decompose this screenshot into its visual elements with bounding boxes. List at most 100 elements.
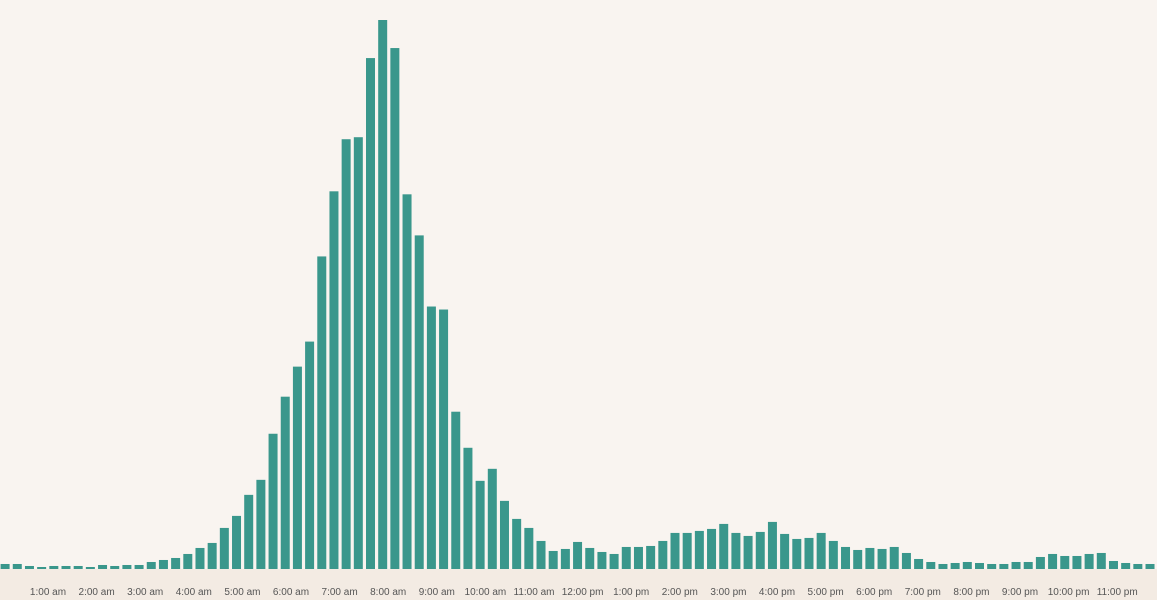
bars-group	[0, 20, 1155, 570]
bar-13	[158, 559, 168, 569]
bar-36	[439, 309, 449, 569]
bar-78	[950, 562, 960, 569]
bar-16	[195, 547, 205, 569]
bar-86	[1048, 553, 1058, 569]
bar-62	[755, 531, 765, 569]
bar-18	[219, 527, 229, 569]
bar-34	[414, 235, 424, 569]
bar-30	[366, 58, 375, 569]
bar-76	[926, 561, 936, 569]
bar-56	[682, 532, 692, 569]
x-tick-label: 8:00 am	[370, 587, 406, 598]
x-tick-label: 5:00 am	[224, 587, 260, 598]
bar-7	[85, 567, 95, 569]
bar-8	[98, 564, 108, 569]
bar-52	[633, 546, 643, 569]
x-axis-band	[0, 569, 1157, 600]
bar-0	[0, 563, 10, 569]
bar-14	[171, 557, 181, 569]
bar-4	[49, 565, 59, 569]
x-tick-label: 10:00 pm	[1048, 587, 1090, 598]
x-tick-label: 11:00 pm	[1097, 587, 1138, 598]
bar-22	[268, 433, 278, 569]
bar-47	[573, 541, 583, 569]
bar-50	[609, 553, 619, 569]
bar-21	[256, 479, 266, 569]
bar-32	[390, 48, 400, 570]
bar-9	[110, 565, 120, 569]
bar-79	[962, 561, 972, 569]
bar-72	[877, 548, 887, 569]
bar-91	[1108, 560, 1118, 569]
x-tick-label: 2:00 am	[79, 587, 115, 598]
x-tick-label: 1:00 pm	[613, 587, 649, 598]
bar-84	[1023, 561, 1033, 569]
bar-3	[37, 567, 47, 569]
x-tick-label: 9:00 pm	[1002, 587, 1038, 598]
bar-90	[1096, 552, 1106, 569]
x-tick-label: 11:00 am	[514, 587, 555, 598]
bar-60	[731, 532, 741, 569]
bar-6	[73, 565, 83, 569]
bar-94	[1145, 563, 1155, 569]
x-tick-label: 10:00 am	[465, 587, 507, 598]
bar-57	[694, 530, 704, 569]
bar-24	[292, 366, 302, 569]
bar-35	[426, 306, 436, 569]
x-tick-label: 3:00 pm	[710, 587, 746, 598]
bar-58	[707, 528, 717, 569]
x-axis-tick-labels: 1:00 am 2:00 am 3:00 am 4:00 am 5:00 am 6:00 …	[30, 587, 1138, 598]
bar-29	[353, 137, 363, 569]
bar-88	[1072, 555, 1082, 569]
x-tick-label: 7:00 pm	[905, 587, 941, 598]
bar-46	[560, 548, 570, 569]
bar-26	[317, 256, 327, 569]
bar-27	[329, 191, 339, 569]
bar-2	[24, 565, 34, 569]
bar-28	[341, 139, 351, 569]
bar-89	[1084, 553, 1094, 569]
x-tick-label: 1:00 am	[30, 587, 66, 598]
bar-42	[512, 518, 522, 569]
x-tick-label: 4:00 am	[176, 587, 212, 598]
bar-44	[536, 540, 546, 569]
bar-15	[183, 553, 193, 569]
bar-17	[207, 542, 217, 569]
bar-11	[134, 564, 144, 569]
x-tick-label: 8:00 pm	[953, 587, 989, 598]
bar-5	[61, 565, 71, 569]
bar-31	[378, 20, 388, 569]
x-tick-label: 5:00 pm	[808, 587, 844, 598]
bar-39	[475, 480, 485, 569]
bar-93	[1133, 563, 1143, 569]
bar-67	[816, 532, 826, 569]
bar-83	[1011, 561, 1021, 569]
bar-69	[841, 546, 851, 569]
bar-66	[804, 537, 814, 569]
bar-49	[597, 551, 607, 569]
bar-65	[792, 538, 802, 569]
bar-51	[621, 546, 631, 569]
bar-75	[914, 558, 924, 569]
bar-45	[548, 550, 558, 569]
x-tick-label: 3:00 am	[127, 587, 163, 598]
bar-54	[658, 540, 668, 569]
bar-55	[670, 532, 680, 569]
bar-73	[889, 546, 899, 569]
bar-40	[487, 468, 497, 569]
bar-33	[402, 194, 412, 569]
x-tick-label: 7:00 am	[322, 587, 358, 598]
x-tick-label: 9:00 am	[419, 587, 455, 598]
bar-82	[999, 563, 1009, 569]
bar-74	[901, 552, 911, 569]
bar-37	[451, 411, 461, 569]
bar-53	[646, 545, 656, 569]
bar-61	[743, 535, 753, 569]
bar-81	[987, 563, 997, 569]
bar-59	[719, 523, 729, 569]
bar-25	[305, 341, 315, 569]
x-tick-label: 2:00 pm	[662, 587, 698, 598]
bar-38	[463, 447, 473, 569]
